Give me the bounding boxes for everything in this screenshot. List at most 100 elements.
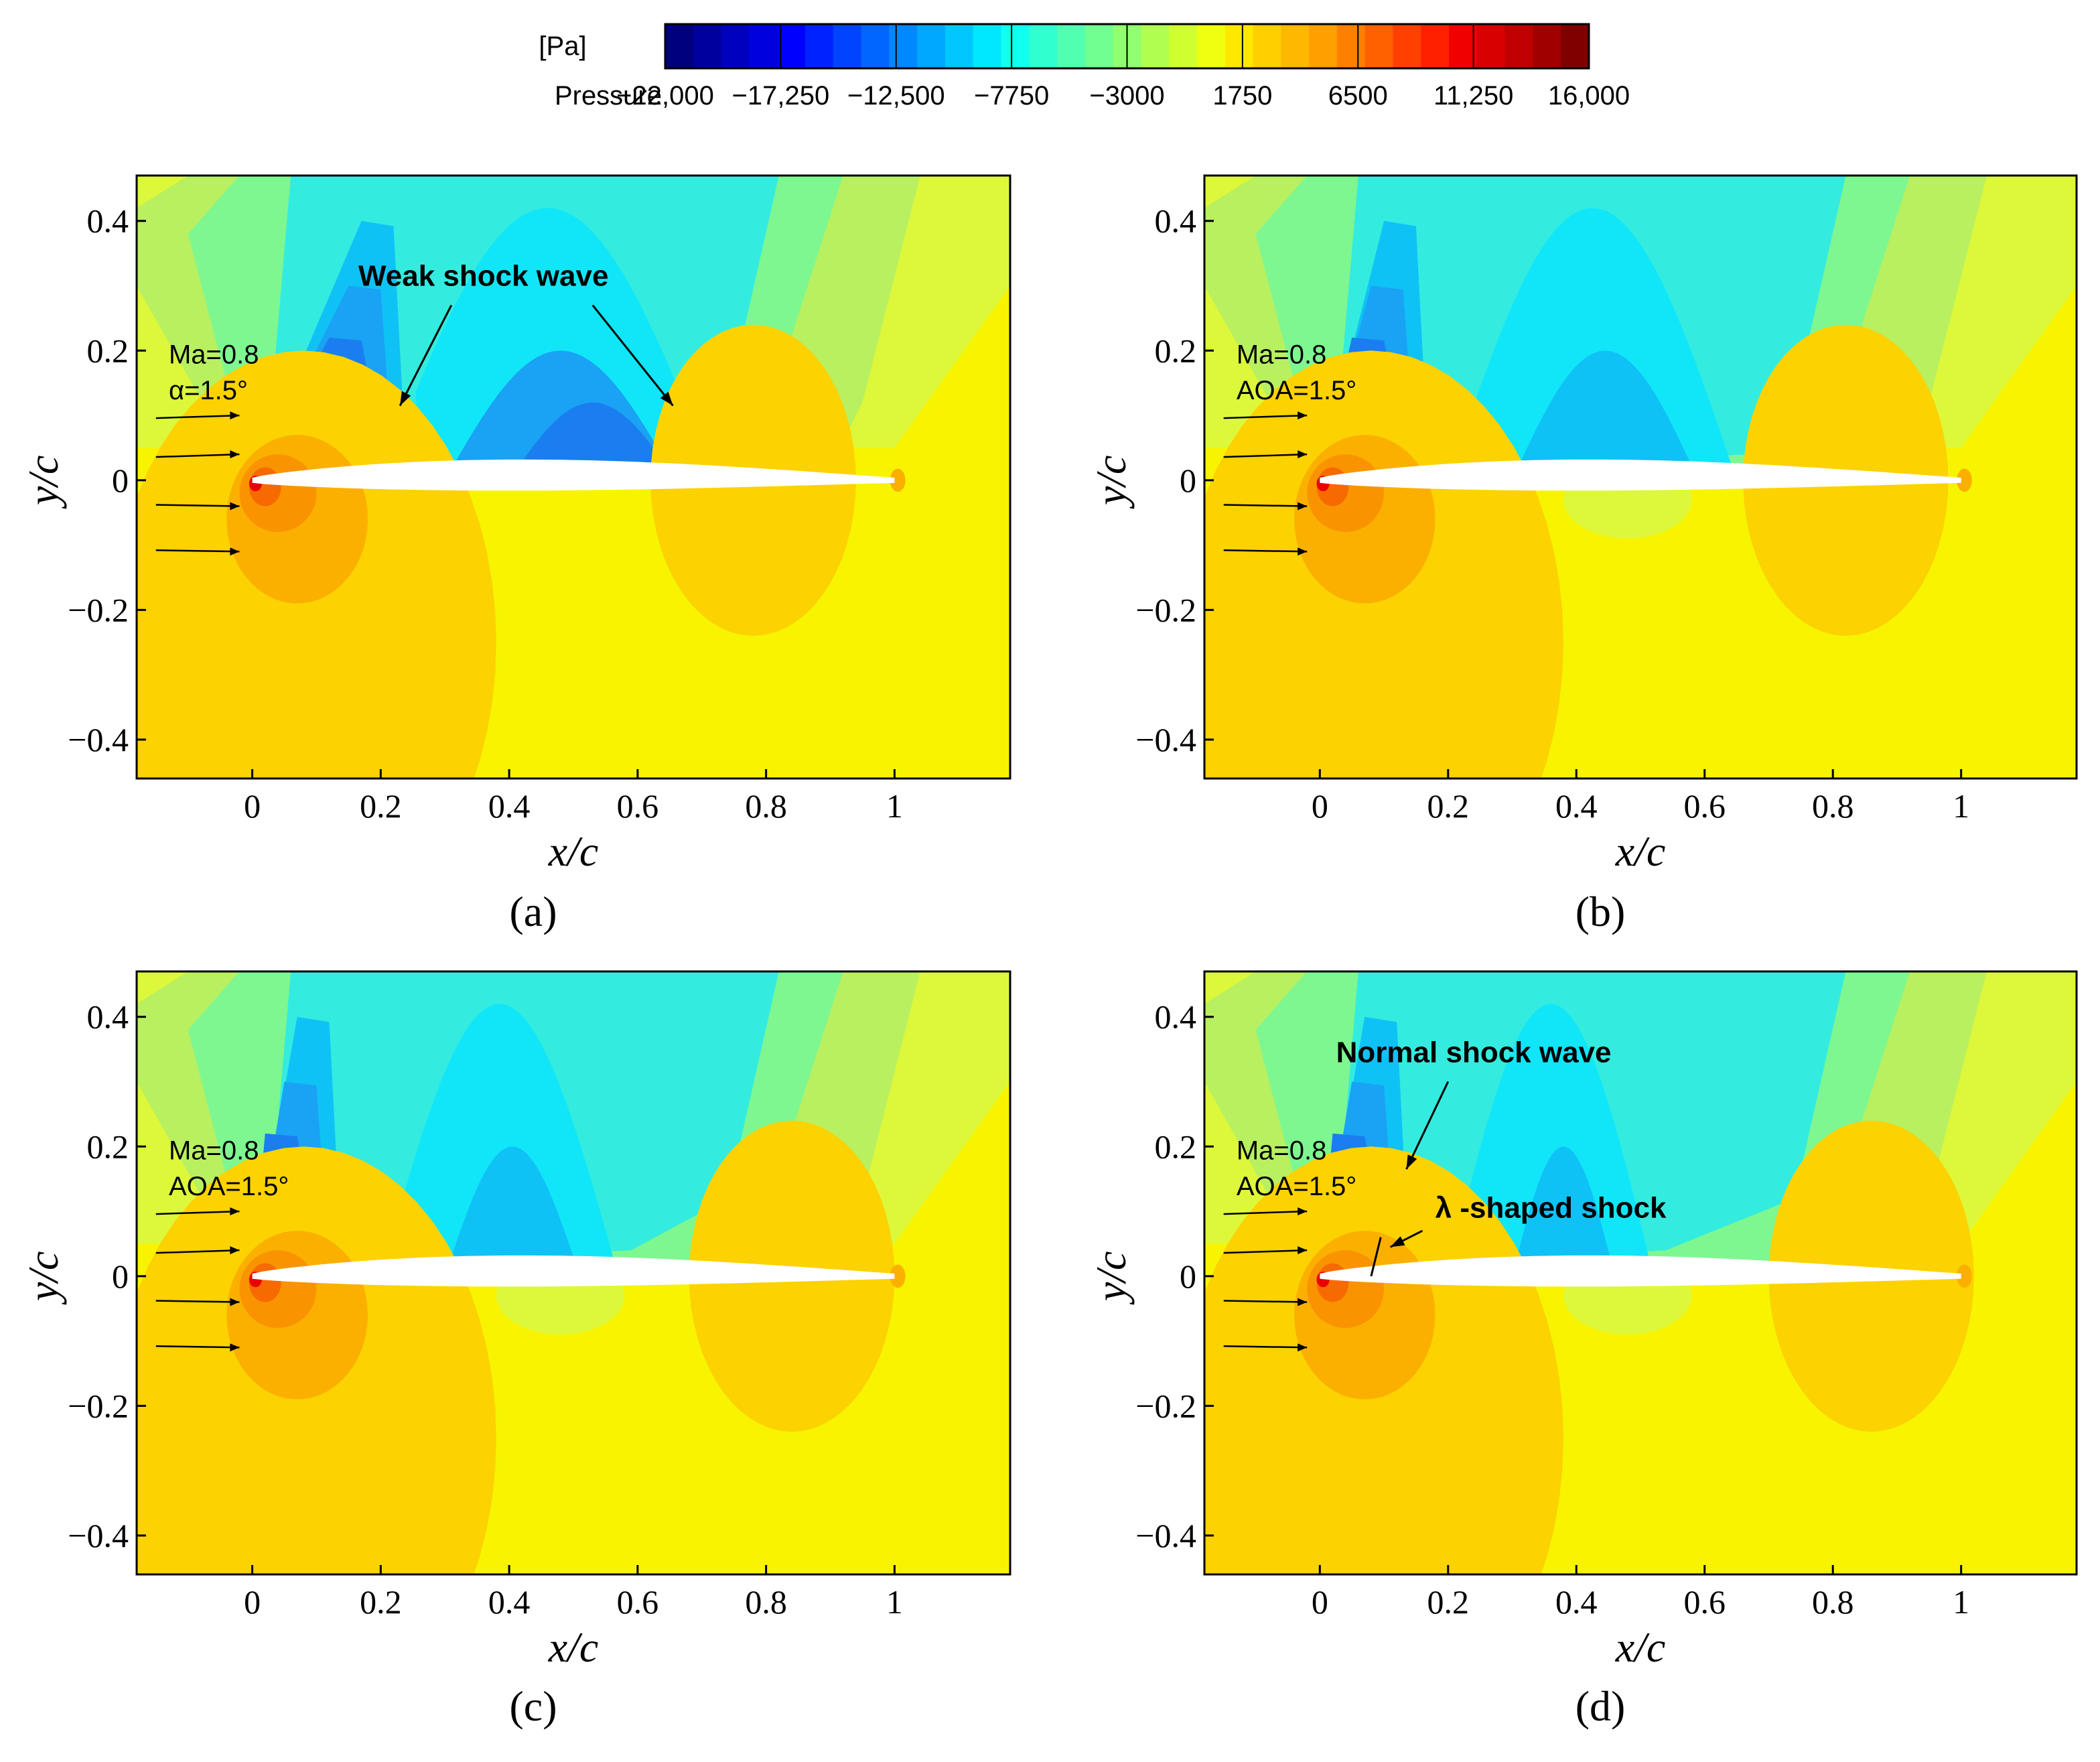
y-tick-label: −0.2 [68, 591, 129, 628]
inflow-arrowhead [230, 502, 240, 511]
x-tick-label: 0.4 [1555, 787, 1598, 825]
x-tick-label: 1 [886, 1583, 903, 1621]
colorbar-tick-label: 16,000 [1548, 81, 1630, 111]
annotation-arrowhead [400, 391, 411, 406]
x-tick-label: 0.6 [1683, 1583, 1726, 1621]
colorbar-swatch [665, 24, 694, 68]
inflow-arrowhead [230, 547, 240, 556]
x-tick-label: 1 [1953, 787, 1969, 825]
colorbar-swatch [1533, 24, 1561, 68]
x-tick-label: 0.8 [745, 1583, 787, 1621]
annotation-arrowhead [1390, 1236, 1405, 1247]
inflow-arrow [1223, 453, 1308, 458]
inflow-arrow [1223, 1249, 1308, 1254]
inflow-arrow [1223, 414, 1308, 419]
colorbar-tick-label: 11,250 [1433, 81, 1513, 111]
y-tick-label: 0.2 [1155, 332, 1197, 369]
angle-condition: α=1.5° [169, 376, 248, 405]
x-tick-label: 0.2 [360, 1583, 402, 1621]
x-tick-label: 0.2 [360, 787, 402, 825]
annotation-arrow [399, 304, 453, 407]
inflow-arrow [155, 453, 240, 458]
colorbar-swatch [1253, 24, 1281, 68]
x-tick-label: 0.8 [1812, 787, 1854, 825]
airfoil [1320, 459, 1961, 491]
inflow-arrowhead [1298, 1246, 1308, 1255]
x-tick-label: 0 [244, 1583, 261, 1621]
y-tick-label: −0.4 [1135, 1517, 1196, 1554]
pressure-colorbar: [Pa] Pressure −22,000 −17,250 −12,500 −7750… [539, 23, 1630, 111]
y-tick-label: −0.4 [1135, 721, 1196, 758]
plot-frame [1203, 174, 2078, 780]
y-tick-label: 0.4 [87, 998, 129, 1036]
y-tick-label: 0.2 [87, 332, 129, 369]
colorbar-swatch [1393, 24, 1421, 68]
inflow-arrow [155, 1249, 240, 1254]
x-tick-label: 0.2 [1427, 1583, 1470, 1621]
contour-level [445, 1146, 580, 1276]
y-axis-label: y/c [19, 456, 67, 510]
colorbar-swatch [944, 24, 974, 68]
inflow-arrow [1223, 1345, 1308, 1349]
colorbar-swatch [1196, 24, 1226, 68]
contour-level [890, 1264, 906, 1288]
airfoil [252, 459, 895, 491]
colorbar-swatch [721, 24, 750, 68]
normal-shock-label: Normal shock wave [1336, 1036, 1612, 1069]
angle-condition: AOA=1.5° [1237, 1172, 1356, 1201]
y-tick-label: −0.2 [1135, 1387, 1196, 1424]
x-tick-label: 0 [1312, 1583, 1328, 1621]
inflow-arrow [1223, 1300, 1308, 1303]
colorbar-swatch [1449, 24, 1478, 68]
colorbar-swatch [1309, 24, 1338, 68]
x-tick-label: 0.4 [488, 787, 531, 825]
contour-level [1512, 1146, 1615, 1276]
y-tick-label: 0.4 [1155, 202, 1197, 240]
colorbar-tick-label: −7750 [974, 81, 1049, 111]
x-tick-label: 0.8 [1812, 1583, 1854, 1621]
x-tick-label: 0.6 [1683, 787, 1726, 825]
y-tick-label: 0 [112, 462, 129, 499]
panel-label: (c) [509, 1682, 557, 1730]
panel-label: (b) [1576, 888, 1626, 935]
y-tick-label: 0.4 [1155, 998, 1197, 1036]
y-tick-label: 0.2 [1155, 1128, 1197, 1165]
inflow-arrowhead [230, 1207, 240, 1216]
colorbar-tick-label: 6500 [1328, 81, 1388, 111]
colorbar-swatch [1224, 24, 1254, 68]
colorbar-swatch [1029, 24, 1058, 68]
contour-panel: 0 0.2 0.4 0.6 0.8 1 −0.4 −0.2 0 0.2 0.4 x/c y/c (a) Ma… [19, 174, 1011, 935]
inflow-arrow [155, 549, 240, 553]
colorbar-unit: [Pa] [539, 31, 586, 61]
inflow-arrow [155, 1210, 240, 1215]
inflow-arrowhead [1298, 547, 1308, 556]
colorbar-tick-label: −22,000 [616, 81, 714, 111]
mach-condition: Ma=0.8 [1237, 1136, 1327, 1166]
y-tick-label: −0.4 [68, 1517, 129, 1554]
contour-level [1957, 1264, 1972, 1288]
x-tick-label: 0.2 [1427, 787, 1470, 825]
contour-level [1448, 1004, 1654, 1276]
colorbar-swatch [833, 24, 862, 68]
contour-level [380, 1004, 619, 1276]
colorbar-swatch [1364, 24, 1394, 68]
annotation-arrowhead [660, 391, 673, 406]
colorbar-swatch [1561, 24, 1590, 68]
mach-condition: Ma=0.8 [1237, 340, 1327, 370]
inflow-arrowhead [1298, 502, 1308, 511]
contour-panel: 0 0.2 0.4 0.6 0.8 1 −0.4 −0.2 0 0.2 0.4 x/c y/c (b) Ma… [1087, 174, 2078, 935]
lambda-shock-label: λ -shaped shock [1436, 1192, 1667, 1225]
colorbar-swatch [777, 24, 806, 68]
inflow-arrow [155, 504, 240, 507]
angle-condition: AOA=1.5° [1237, 376, 1356, 405]
angle-condition: AOA=1.5° [169, 1172, 289, 1201]
pressure-field [137, 971, 1010, 1574]
y-tick-label: −0.2 [68, 1387, 129, 1424]
colorbar-swatch [1336, 24, 1366, 68]
inflow-arrowhead [1298, 450, 1308, 459]
x-axis-label: x/c [1615, 827, 1666, 875]
colorbar-swatch [973, 24, 1002, 68]
lambda-shock-foot [1370, 1237, 1382, 1277]
y-axis-label: y/c [19, 1251, 67, 1306]
